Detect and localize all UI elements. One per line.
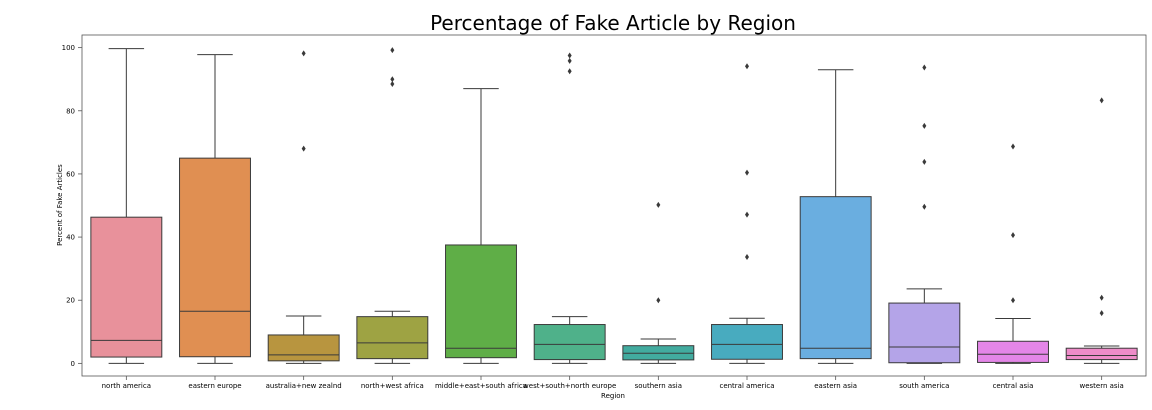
outlier-point [922, 122, 927, 129]
y-axis-label: Percent of Fake Articles [56, 164, 64, 246]
x-axis-label: Region [601, 392, 625, 400]
box-north-west-africa [356, 47, 429, 364]
y-tick-label: 100 [62, 44, 75, 52]
outlier-point [922, 203, 927, 210]
box-body [888, 302, 961, 364]
chart-title: Percentage of Fake Article by Region [430, 11, 796, 35]
boxes-group [90, 47, 1138, 364]
outlier-point [1011, 143, 1015, 150]
outlier-point [922, 64, 927, 71]
box-body [267, 334, 340, 362]
box-north-america [90, 48, 163, 364]
outlier-point [1099, 310, 1104, 317]
outlier-point [1099, 97, 1104, 104]
box-south-america [888, 64, 961, 364]
y-tick-label: 20 [66, 297, 75, 305]
box-eastern-asia [799, 69, 872, 364]
box-western-asia [1065, 97, 1138, 364]
x-tick-label: central asia [993, 382, 1034, 390]
x-tick-label: west+south+north europe [523, 382, 616, 390]
x-tick-label: central america [719, 382, 774, 390]
box-body [179, 157, 251, 358]
y-tick-label: 0 [71, 360, 75, 368]
x-tick-label: north+west africa [361, 382, 424, 390]
outlier-point [567, 68, 572, 75]
box-body [90, 216, 163, 358]
outlier-point [1011, 232, 1015, 239]
outlier-point [1099, 294, 1104, 301]
outlier-point [301, 50, 306, 57]
x-axis: north america eastern europe australia+new… [102, 376, 1124, 390]
x-tick-label: eastern asia [814, 382, 857, 390]
box-west-south-north-europe [533, 52, 606, 364]
box-body [799, 196, 872, 360]
outlier-point [567, 57, 572, 64]
y-tick-label: 60 [66, 170, 75, 178]
x-tick-label: australia+new zealnd [266, 382, 342, 390]
box-body [533, 324, 606, 361]
x-tick-label: middle+east+south africa [435, 382, 527, 390]
box-body [1065, 347, 1138, 361]
y-tick-label: 80 [66, 107, 75, 115]
x-tick-label: eastern europe [188, 382, 241, 390]
box-central-asia [977, 143, 1049, 364]
outlier-point [745, 169, 749, 176]
plot-area-frame [81, 34, 1147, 377]
outlier-point [745, 211, 749, 218]
outlier-point [567, 52, 572, 59]
outlier-point [745, 253, 749, 260]
x-tick-label: western asia [1080, 382, 1124, 390]
x-tick-label: north america [102, 382, 151, 390]
outlier-point [922, 158, 927, 165]
box-body [445, 244, 517, 359]
box-eastern-europe [179, 54, 251, 364]
x-tick-label: southern asia [635, 382, 682, 390]
outlier-point [390, 80, 395, 87]
box-body [711, 324, 783, 360]
box-southern-asia [622, 201, 695, 364]
box-middle-east-south-africa [445, 88, 517, 364]
box-central-america [711, 63, 783, 364]
box-australia-new-zealnd [267, 50, 340, 364]
box-body [977, 340, 1049, 363]
outlier-point [745, 63, 749, 70]
outlier-point [656, 297, 661, 304]
outlier-point [656, 201, 661, 208]
outlier-point [1011, 297, 1015, 304]
box-body [356, 316, 429, 360]
outlier-point [301, 145, 306, 152]
y-axis: 0 20 40 60 80 100 [62, 44, 82, 368]
x-tick-label: south america [899, 382, 949, 390]
outlier-point [390, 47, 395, 54]
outlier-point [390, 76, 395, 83]
y-tick-label: 40 [66, 234, 75, 242]
